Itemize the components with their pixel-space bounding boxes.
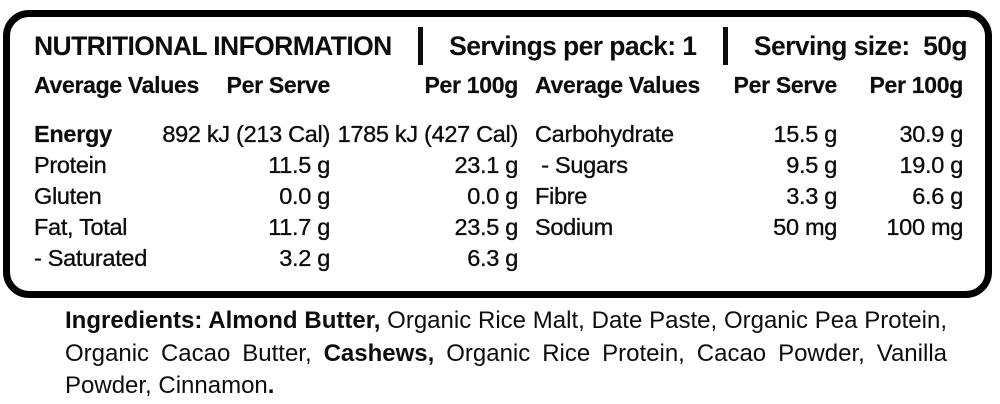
- per-serve-value: 3.2 g: [279, 245, 330, 271]
- ingredient-segment: Organic Rice Protein, Cacao Powder, Vani…: [65, 339, 947, 400]
- nutrition-table-right: Average Values Per Serve Per 100g Carbohydr…: [535, 72, 964, 274]
- per-100g-value: 100 mg: [886, 214, 963, 240]
- per-100g-value: 23.1 g: [454, 152, 518, 178]
- column-header: Per 100g: [424, 72, 518, 98]
- nutrient-label: - Sugars: [535, 152, 628, 178]
- nutrient-label: Protein: [34, 152, 107, 178]
- nutrient-label: Fibre: [535, 183, 588, 209]
- per-100g-value: 19.0 g: [899, 152, 963, 178]
- ingredient-segment: .: [267, 372, 275, 399]
- serving-size: Serving size: 50g: [753, 30, 968, 61]
- per-100g-value: 23.5 g: [454, 214, 518, 240]
- per-serve-value: 9.5 g: [786, 152, 837, 178]
- divider-bar-icon: [722, 27, 728, 65]
- column-header: Average Values: [34, 72, 200, 98]
- per-100g-value: 30.9 g: [899, 121, 963, 147]
- nutrient-label: Gluten: [34, 183, 102, 209]
- per-serve-value: 11.5 g: [268, 152, 330, 178]
- nutrient-label: Energy: [34, 121, 112, 147]
- per-serve-value: 892 kJ (213 Cal): [162, 121, 330, 147]
- nutrition-panel: NUTRITIONAL INFORMATION Servings per pac…: [3, 10, 992, 298]
- divider-bar-icon: [417, 27, 423, 65]
- panel-title: NUTRITIONAL INFORMATION: [34, 30, 392, 61]
- nutrient-label: Carbohydrate: [535, 121, 674, 147]
- panel-header: NUTRITIONAL INFORMATION Servings per pac…: [34, 22, 968, 70]
- ingredient-segment: Organic Rice Malt, Date Paste, Organic P…: [65, 307, 947, 367]
- ingredient-segment: Ingredients: Almond Butter,: [65, 307, 381, 334]
- servings-per-pack: Servings per pack: 1: [449, 30, 697, 61]
- nutrient-label: - Saturated: [34, 245, 148, 271]
- per-100g-value: 1785 kJ (427 Cal): [337, 121, 518, 147]
- ingredients-text: Ingredients: Almond Butter, Organic Rice…: [65, 305, 947, 403]
- column-header: Per Serve: [226, 72, 330, 98]
- column-header: Per Serve: [733, 72, 837, 98]
- nutrition-table-left: Average Values Per Serve Per 100g Energy 892…: [34, 72, 519, 274]
- nutrition-tables: Average Values Per Serve Per 100g Energy 892…: [34, 72, 967, 274]
- per-100g-value: 0.0 g: [467, 183, 518, 209]
- per-serve-value: 11.7 g: [268, 214, 330, 240]
- ingredient-segment: Cashews,: [323, 339, 435, 367]
- per-serve-value: 50 mg: [773, 214, 837, 240]
- per-100g-value: 6.6 g: [912, 183, 963, 209]
- per-serve-value: 0.0 g: [279, 183, 330, 209]
- nutrient-label: Sodium: [535, 214, 614, 240]
- column-header: Per 100g: [869, 72, 963, 98]
- per-serve-value: 3.3 g: [786, 183, 837, 209]
- column-header: Average Values: [535, 72, 701, 98]
- per-100g-value: 6.3 g: [467, 245, 518, 271]
- per-serve-value: 15.5 g: [773, 121, 837, 147]
- nutrient-label: Fat, Total: [34, 214, 128, 240]
